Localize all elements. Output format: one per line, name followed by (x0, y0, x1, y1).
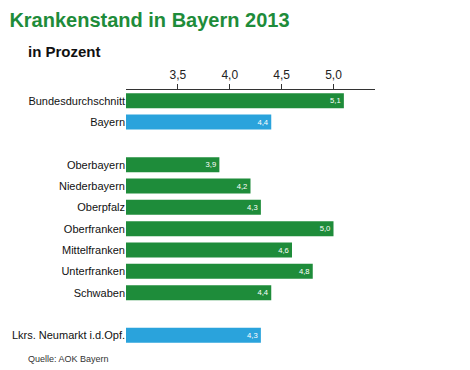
svg-text:Oberfranken: Oberfranken (64, 223, 125, 235)
svg-text:Oberpfalz: Oberpfalz (77, 201, 125, 213)
svg-text:4,4: 4,4 (257, 118, 268, 127)
svg-text:Mittelfranken: Mittelfranken (62, 244, 125, 256)
svg-text:Krankenstand in Bayern 2013: Krankenstand in Bayern 2013 (9, 9, 289, 31)
svg-text:in Prozent: in Prozent (28, 43, 101, 60)
svg-text:5,0: 5,0 (320, 224, 331, 233)
svg-text:Quelle: AOK Bayern: Quelle: AOK Bayern (28, 354, 109, 364)
svg-text:Lkrs. Neumarkt i.d.Opf.: Lkrs. Neumarkt i.d.Opf. (12, 329, 125, 341)
svg-text:3,9: 3,9 (206, 160, 217, 169)
svg-text:4,8: 4,8 (299, 267, 310, 276)
svg-text:4,2: 4,2 (237, 182, 248, 191)
svg-text:4,3: 4,3 (247, 203, 258, 212)
svg-text:3,5: 3,5 (170, 68, 187, 82)
svg-text:Bundesdurchschnitt: Bundesdurchschnitt (28, 95, 125, 107)
svg-text:Schwaben: Schwaben (74, 287, 125, 299)
svg-text:4,4: 4,4 (257, 288, 268, 297)
svg-text:4,6: 4,6 (278, 246, 289, 255)
svg-text:Oberbayern: Oberbayern (67, 159, 125, 171)
svg-text:4,0: 4,0 (221, 68, 238, 82)
svg-text:Niederbayern: Niederbayern (59, 180, 125, 192)
svg-text:5,1: 5,1 (330, 96, 341, 105)
svg-text:Unterfranken: Unterfranken (61, 265, 125, 277)
svg-text:4,5: 4,5 (273, 68, 290, 82)
svg-text:Bayern: Bayern (90, 116, 125, 128)
svg-text:5,0: 5,0 (325, 68, 342, 82)
svg-text:4,3: 4,3 (247, 331, 258, 340)
